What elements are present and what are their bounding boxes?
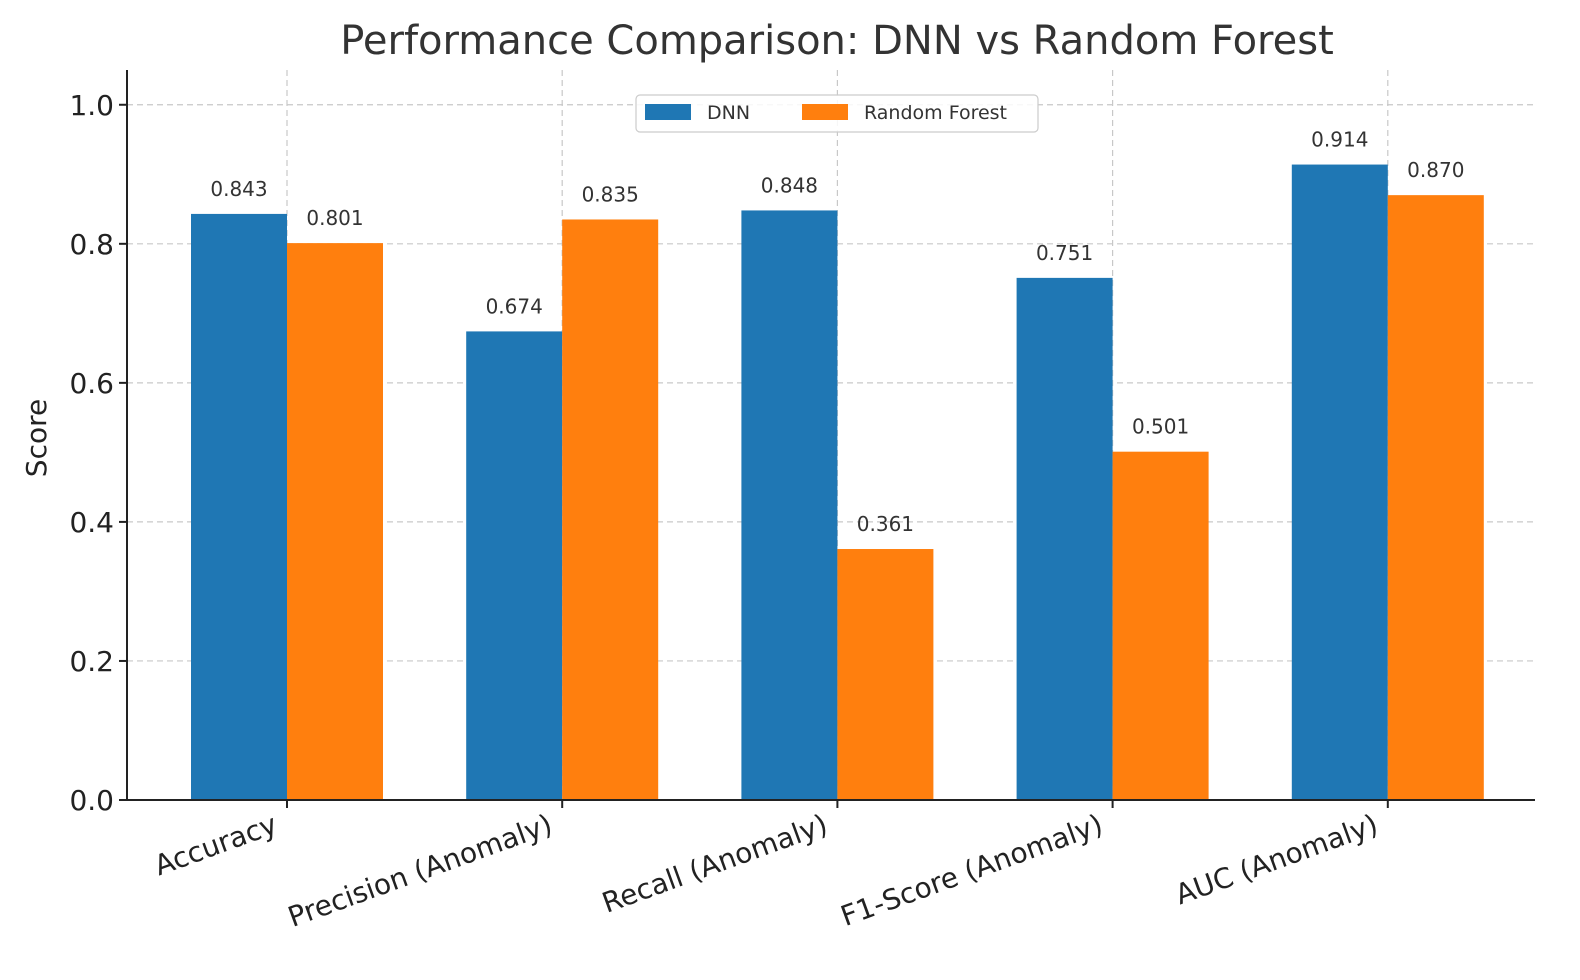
legend: DNN Random Forest — [635, 94, 1039, 133]
value-label: 0.870 — [1407, 158, 1464, 182]
y-tick-label: 1.0 — [69, 89, 114, 122]
dnn-bar — [741, 210, 838, 800]
random-forest-bar — [1387, 195, 1484, 801]
bars — [191, 164, 1484, 801]
legend-label: DNN — [707, 102, 750, 124]
dnn-bar — [1016, 277, 1113, 800]
value-label: 0.914 — [1311, 128, 1368, 152]
y-tick-label: 0.2 — [69, 645, 114, 678]
random-forest-bar — [837, 549, 934, 800]
legend-label: Random Forest — [864, 102, 1007, 124]
value-label: 0.361 — [857, 512, 914, 536]
value-label: 0.674 — [486, 294, 543, 318]
x-tick-label: Accuracy — [150, 808, 281, 883]
x-tick-label: F1-Score (Anomaly) — [836, 808, 1107, 933]
x-tick-label: AUC (Anomaly) — [1171, 808, 1382, 912]
value-label: 0.848 — [761, 173, 818, 197]
y-tick-label: 0.4 — [69, 506, 114, 539]
value-label: 0.751 — [1036, 241, 1093, 265]
value-label: 0.835 — [582, 182, 639, 206]
chart-title: Performance Comparison: DNN vs Random Fo… — [340, 18, 1334, 64]
value-labels: 0.843 0.674 0.848 0.751 0.914 0.801 0.835 0.361… — [210, 128, 1464, 536]
y-tick-label: 0.6 — [69, 367, 114, 400]
x-tick-label: Recall (Anomaly) — [598, 808, 832, 920]
dnn-bar — [191, 213, 287, 800]
random-forest-bar — [287, 243, 383, 801]
legend-swatch — [802, 104, 848, 120]
y-tick-label: 0.0 — [69, 784, 114, 817]
value-label: 0.843 — [210, 177, 267, 201]
y-tick-label: 0.8 — [69, 228, 114, 261]
random-forest-bar — [1112, 451, 1209, 800]
value-label: 0.801 — [306, 206, 363, 230]
legend-swatch — [645, 104, 691, 120]
y-axis-label: Score — [20, 399, 53, 477]
random-forest-bar — [562, 219, 659, 800]
dnn-bar — [1291, 164, 1388, 801]
x-tick-label: Precision (Anomaly) — [284, 808, 557, 934]
value-label: 0.501 — [1132, 415, 1189, 439]
dnn-bar — [466, 331, 563, 800]
